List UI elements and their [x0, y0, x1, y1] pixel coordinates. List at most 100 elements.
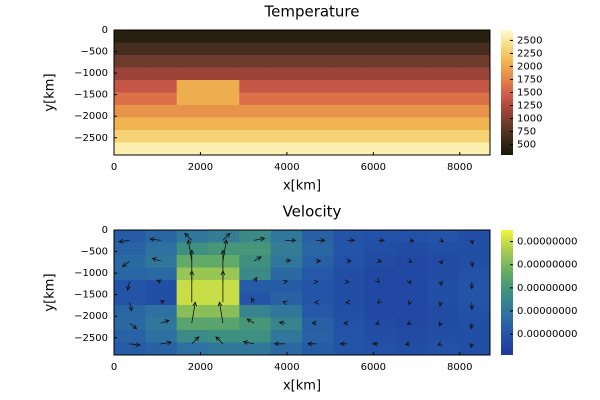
heatmap-cell [333, 280, 366, 293]
heatmap-cell [208, 267, 240, 281]
heatmap-cell [458, 142, 491, 156]
heatmap-cell [427, 55, 460, 68]
colorbar-tick-label: 2500 [517, 35, 542, 46]
heatmap-cell [458, 42, 491, 56]
y-tick-label: −2000 [74, 111, 108, 122]
heatmap-cell [114, 92, 146, 106]
quiver-arrow [409, 238, 415, 243]
quiver-arrow [282, 279, 289, 285]
heatmap-cell [427, 230, 460, 243]
x-tick-label: 0 [111, 162, 117, 173]
heatmap-cell [176, 242, 209, 256]
quiver-arrow [439, 237, 445, 243]
heatmap-cell [114, 317, 146, 331]
quiver-arrow [313, 300, 320, 305]
colorbar-tick-label: 750 [517, 127, 536, 138]
heatmap-cell [114, 242, 146, 256]
quiver-arrow [344, 279, 350, 285]
heatmap-cell [208, 67, 240, 81]
heatmap-cell [458, 317, 491, 331]
quiver-arrow [217, 301, 224, 324]
heatmap-cell [396, 242, 428, 256]
heatmap-cell [270, 280, 303, 293]
heatmap-cell [364, 280, 397, 293]
colorbar-tick-label: 0.00000000 [517, 329, 577, 340]
heatmap-cell [333, 142, 366, 156]
heatmap-cell [176, 67, 209, 81]
quiver-arrow [438, 259, 443, 265]
quiver-arrow [159, 300, 166, 305]
heatmap-cell [270, 42, 303, 56]
heatmap-cell [145, 42, 178, 56]
heatmap-cell [270, 292, 303, 306]
heatmap-cell [302, 105, 334, 118]
heatmap-cell [333, 55, 366, 68]
heatmap-cell [239, 280, 272, 293]
quiver-arrow [222, 232, 231, 241]
heatmap-cell [427, 342, 460, 356]
x-axis-label: x[km] [283, 179, 321, 194]
quiver-arrow [160, 319, 170, 324]
heatmap-cell [427, 242, 460, 256]
heatmap-cell [364, 80, 397, 93]
quiver-arrow [406, 320, 413, 325]
heatmap-cell [270, 67, 303, 81]
heatmap-cell [114, 80, 146, 93]
quiver-arrow [374, 320, 381, 326]
heatmap-cell [427, 80, 460, 93]
heatmap-cell [302, 255, 334, 268]
colorbar-tick-label: 1250 [517, 101, 542, 112]
heatmap-cell [302, 242, 334, 256]
heatmap-cell [458, 230, 491, 243]
heatmap-cell [396, 342, 428, 356]
heatmap-cell [208, 330, 240, 343]
quiver-arrow [372, 341, 379, 347]
heatmap-cell [364, 30, 397, 43]
heatmap-cell [145, 255, 178, 268]
heatmap-cell [208, 130, 240, 143]
heatmap-cell [364, 267, 397, 281]
heatmap-cell [270, 92, 303, 106]
quiver-arrow [438, 321, 444, 327]
heatmap-cell [302, 67, 334, 81]
x-tick-label: 0 [111, 362, 117, 373]
y-tick-label: 0 [102, 225, 108, 236]
x-tick-label: 4000 [274, 162, 299, 173]
heatmap-cell [458, 267, 491, 281]
heatmap-cell [114, 67, 146, 81]
heatmap-cell [364, 330, 397, 343]
heatmap-cell [333, 30, 366, 43]
heatmap-cell [333, 67, 366, 81]
quiver-arrow [345, 300, 351, 305]
colorbar-tick-label: 0.00000000 [517, 237, 577, 248]
heatmap-cell [270, 30, 303, 43]
heatmap-cell [364, 292, 397, 306]
heatmap-cell [427, 142, 460, 156]
quiver-arrow [215, 336, 224, 345]
heatmap-cell [302, 305, 334, 318]
heatmap-cell [396, 267, 428, 281]
heatmap-cell [145, 330, 178, 343]
heatmap-cell [302, 117, 334, 131]
heatmap-cell [114, 342, 146, 356]
heatmap-cell [333, 80, 366, 93]
heatmap-cell [302, 317, 334, 331]
heatmap-cell [302, 80, 334, 93]
heatmap-cell [145, 92, 178, 106]
heatmap-cell [270, 330, 303, 343]
quiver-arrow [469, 239, 475, 245]
heatmap-cell [208, 42, 240, 56]
heatmap-cell [333, 117, 366, 131]
plot-frame [113, 229, 491, 356]
heatmap-cell [239, 317, 272, 331]
heatmap-cell [458, 255, 491, 268]
quiver-arrow [253, 236, 266, 242]
heatmap-cell [114, 105, 146, 118]
y-tick-label: −500 [81, 47, 108, 58]
y-tick-label: −2500 [74, 333, 108, 344]
heatmap-cell [145, 292, 178, 306]
heatmap-cell [239, 117, 272, 131]
heatmap-cell [458, 117, 491, 131]
heatmap-cell [364, 230, 397, 243]
heatmap-cell [396, 292, 428, 306]
